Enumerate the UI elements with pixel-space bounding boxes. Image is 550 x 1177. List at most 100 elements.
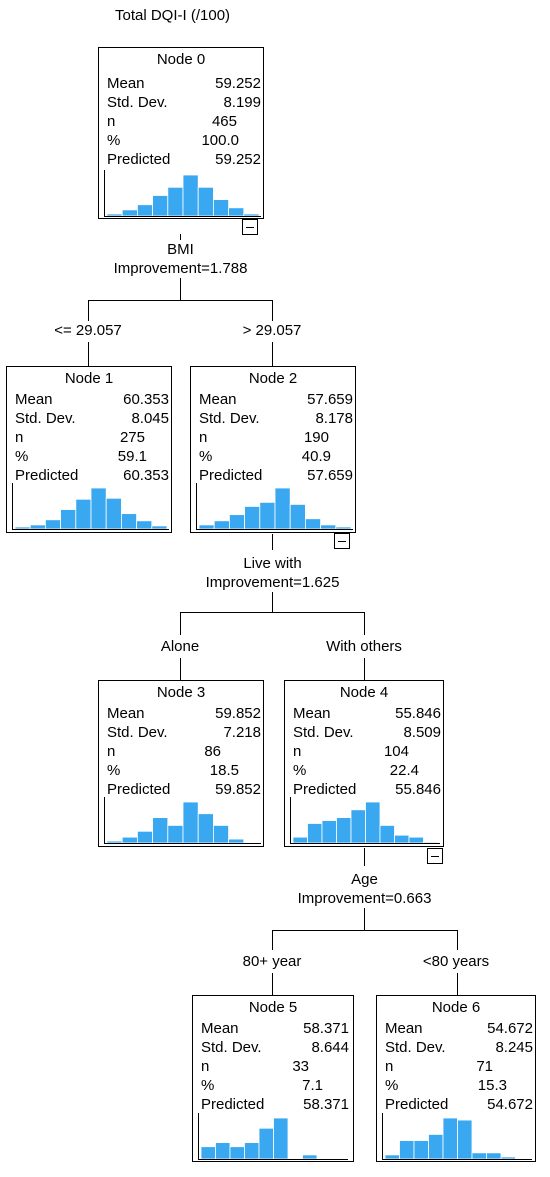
histogram-bar [182, 801, 199, 844]
histogram-bar [229, 1146, 245, 1160]
n-label: n [293, 743, 302, 760]
mean-label: Mean [15, 391, 53, 408]
percent-label: % [293, 762, 307, 779]
mean-label: Mean [385, 1020, 423, 1037]
branch-label-right: <80 years [422, 953, 490, 970]
histogram-bar [167, 186, 184, 217]
histogram-bar [213, 520, 230, 530]
node-histogram [198, 1113, 348, 1160]
histogram-bar [45, 519, 62, 530]
tree-node-6[interactable]: Node 6 Mean 54.672 Std. Dev. 8.245 n 71 % 15… [376, 995, 536, 1162]
split-variable: BMI [167, 241, 194, 258]
branch-label-right: With others [326, 638, 402, 655]
histogram-bar [428, 1133, 444, 1160]
node-histogram [382, 1113, 532, 1160]
histogram-bar [136, 520, 153, 530]
histogram-bar [167, 825, 184, 844]
split-2: Age Improvement=0.663 [284, 870, 445, 908]
histogram-bar [75, 498, 92, 530]
predicted-label: Predicted [107, 151, 171, 168]
histogram-bar [200, 1146, 216, 1160]
collapse-toggle-node-2[interactable] [334, 533, 350, 549]
predicted-value: 57.659 [307, 467, 353, 484]
n-value: 465 [211, 113, 237, 130]
split-0: BMI Improvement=1.788 [100, 240, 261, 278]
histogram-bar [197, 186, 214, 217]
node-title: Node 2 [248, 370, 298, 387]
tree-node-3[interactable]: Node 3 Mean 59.852 Std. Dev. 7.218 n 86 % 18… [98, 680, 264, 847]
histogram-bar [121, 209, 138, 217]
percent-label: % [201, 1077, 215, 1094]
histogram-bar [442, 1117, 458, 1160]
histogram-bar [305, 518, 322, 530]
mean-label: Mean [199, 391, 237, 408]
histogram-bar [408, 836, 424, 844]
histogram-bar [335, 526, 352, 530]
percent-label: % [107, 132, 121, 149]
percent-value: 15.3 [477, 1077, 507, 1094]
predicted-label: Predicted [293, 781, 357, 798]
n-value: 71 [476, 1058, 493, 1075]
histogram-bar [423, 841, 439, 844]
histogram-bar [500, 1156, 516, 1160]
sd-label: Std. Dev. [107, 724, 168, 741]
histogram-bar [307, 823, 323, 844]
percent-value: 22.4 [389, 762, 419, 779]
mean-value: 59.852 [215, 705, 261, 722]
n-value: 275 [119, 429, 145, 446]
tree-node-1[interactable]: Node 1 Mean 60.353 Std. Dev. 8.045 n 275 % 5… [6, 366, 172, 533]
n-label: n [385, 1058, 394, 1075]
predicted-value: 55.846 [395, 781, 441, 798]
percent-label: % [385, 1077, 399, 1094]
histogram-bar [365, 801, 381, 844]
node-title: Node 1 [64, 370, 114, 387]
n-value: 190 [303, 429, 329, 446]
mean-value: 57.659 [307, 391, 353, 408]
histogram-bar [215, 1142, 231, 1160]
collapse-toggle-node-4[interactable] [427, 848, 443, 864]
n-value: 86 [204, 743, 221, 760]
histogram-bar [486, 1152, 502, 1160]
mean-label: Mean [107, 75, 145, 92]
predicted-value: 54.672 [487, 1096, 533, 1113]
tree-node-0[interactable]: Node 0 Mean 59.252 Std. Dev. 8.199 n 465 % 1… [98, 47, 264, 219]
node-histogram [104, 170, 261, 217]
histogram-bar [413, 1140, 429, 1160]
mean-value: 55.846 [395, 705, 441, 722]
histogram-bar [321, 820, 337, 844]
histogram-bar [121, 836, 138, 844]
mean-value: 59.252 [215, 75, 261, 92]
split-improvement: Improvement=1.625 [205, 574, 340, 591]
sd-label: Std. Dev. [293, 724, 354, 741]
predicted-label: Predicted [199, 467, 263, 484]
tree-node-4[interactable]: Node 4 Mean 55.846 Std. Dev. 8.509 n 104 % 2… [284, 680, 444, 847]
sd-label: Std. Dev. [385, 1039, 446, 1056]
sd-label: Std. Dev. [107, 94, 168, 111]
histogram-bar [228, 838, 245, 844]
sd-value: 8.644 [311, 1039, 349, 1056]
branch-label-left: 80+ year [242, 953, 302, 970]
node-histogram [290, 797, 440, 844]
histogram-bar [137, 830, 154, 844]
split-variable: Age [351, 871, 378, 888]
tree-node-2[interactable]: Node 2 Mean 57.659 Std. Dev. 8.178 n 190 % 4… [190, 366, 356, 533]
histogram-bar [379, 825, 395, 844]
histogram-bar [320, 524, 337, 530]
sd-value: 8.045 [131, 410, 169, 427]
sd-value: 8.245 [495, 1039, 533, 1056]
histogram-bar [274, 487, 291, 530]
predicted-value: 58.371 [303, 1096, 349, 1113]
collapse-toggle-node-0[interactable] [242, 219, 258, 235]
histogram-bar [244, 506, 261, 530]
split-variable: Live with [243, 555, 302, 572]
mean-label: Mean [201, 1020, 239, 1037]
histogram-bar [60, 509, 77, 530]
histogram-bar [137, 204, 154, 217]
target-variable-title: Total DQI-I (/100) [115, 7, 231, 24]
mean-value: 54.672 [487, 1020, 533, 1037]
predicted-label: Predicted [15, 467, 79, 484]
tree-node-5[interactable]: Node 5 Mean 58.371 Std. Dev. 8.644 n 33 % 7.… [192, 995, 354, 1162]
histogram-bar [350, 809, 366, 844]
mean-label: Mean [107, 705, 145, 722]
